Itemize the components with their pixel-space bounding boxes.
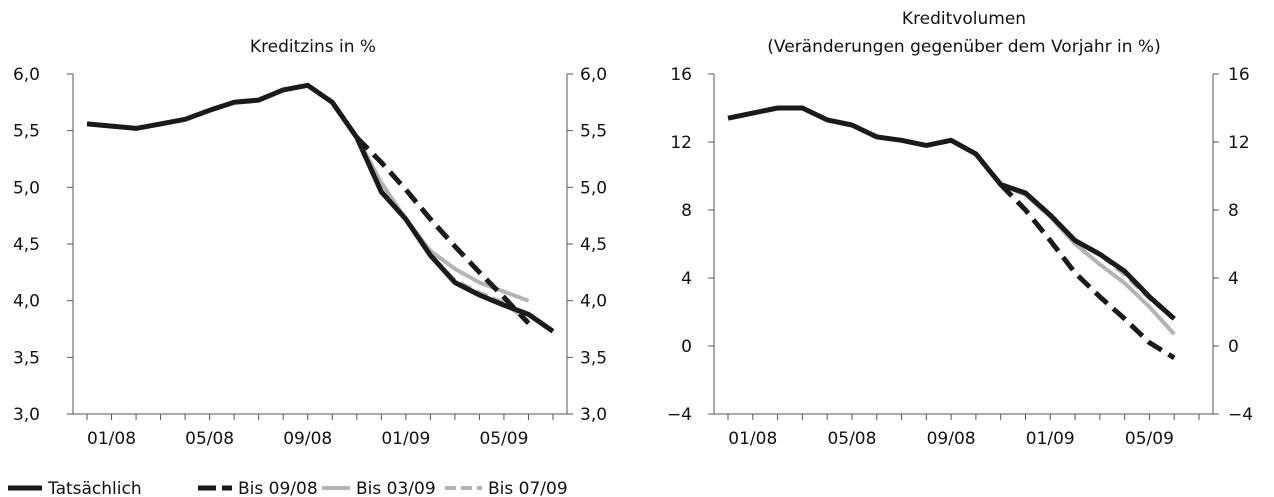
y-tick-label: −4 (667, 405, 692, 425)
x-tick-label: 05/09 (1125, 429, 1174, 449)
x-tick-label: 05/08 (185, 429, 234, 449)
y-tick-label: 4 (681, 269, 692, 289)
y-tick-label: 5,0 (580, 178, 607, 198)
y-tick-label: 3,5 (13, 348, 40, 368)
y-tick-label: 8 (681, 201, 692, 221)
y-tick-label: 3,5 (580, 348, 607, 368)
y-tick-label: 4,0 (13, 292, 40, 312)
chart-subtitle: (Veränderungen gegenüber dem Vorjahr in … (767, 37, 1160, 57)
series-line-bis-09-08 (355, 135, 531, 326)
chart-title: Kreditzins in % (250, 37, 376, 57)
legend-label: Bis 03/09 (356, 479, 436, 497)
y-tick-label: 5,5 (13, 122, 40, 142)
chart-panel-kreditvolumen: Kreditvolumen (Veränderungen gegenüber d… (667, 9, 1253, 449)
y-tick-label: 6,0 (580, 65, 607, 85)
series-line-bis-09-08 (998, 182, 1176, 361)
x-tick-label: 09/08 (283, 429, 332, 449)
y-tick-label: 16 (1228, 65, 1250, 85)
y-tick-label: 12 (670, 133, 692, 153)
legend-label: Bis 09/08 (238, 479, 318, 497)
series-line-actual (727, 105, 1176, 321)
x-tick-label: 01/08 (87, 429, 136, 449)
y-tick-label: 16 (670, 65, 692, 85)
y-tick-label: 5,5 (580, 122, 607, 142)
y-tick-label: 6,0 (13, 65, 40, 85)
x-tick-label: 01/08 (728, 429, 777, 449)
chart-title: Kreditvolumen (902, 9, 1026, 29)
chart-panel-kreditzins: Kreditzins in % 3,0 3,0 3,5 3,5 4,0 4,0 4,5 4,5… (13, 37, 607, 449)
y-tick-label: 12 (1228, 133, 1250, 153)
y-tick-label: 3,0 (580, 405, 607, 425)
y-tick-label: 5,0 (13, 178, 40, 198)
y-tick-label: 0 (1228, 337, 1239, 357)
y-tick-label: 4,0 (580, 292, 607, 312)
y-tick-label: 4,5 (13, 235, 40, 255)
x-tick-label: 05/09 (479, 429, 528, 449)
series-line-actual (86, 82, 555, 334)
x-tick-label: 05/08 (827, 429, 876, 449)
x-tick-label: 01/09 (381, 429, 430, 449)
legend: Tatsächlich Bis 09/08 Bis 03/09 Bis 07/09 (8, 479, 568, 497)
legend-label: Bis 07/09 (488, 479, 568, 497)
y-tick-label: 4 (1228, 269, 1239, 289)
x-tick-label: 09/08 (927, 429, 976, 449)
x-tick-label: 01/09 (1026, 429, 1075, 449)
series-line-bis-03-09 (999, 182, 1176, 336)
y-tick-label: −4 (1228, 405, 1253, 425)
y-tick-label: 3,0 (13, 405, 40, 425)
y-tick-label: 0 (681, 337, 692, 357)
legend-label: Tatsächlich (47, 479, 142, 497)
y-tick-label: 8 (1228, 201, 1239, 221)
y-tick-label: 4,5 (580, 235, 607, 255)
